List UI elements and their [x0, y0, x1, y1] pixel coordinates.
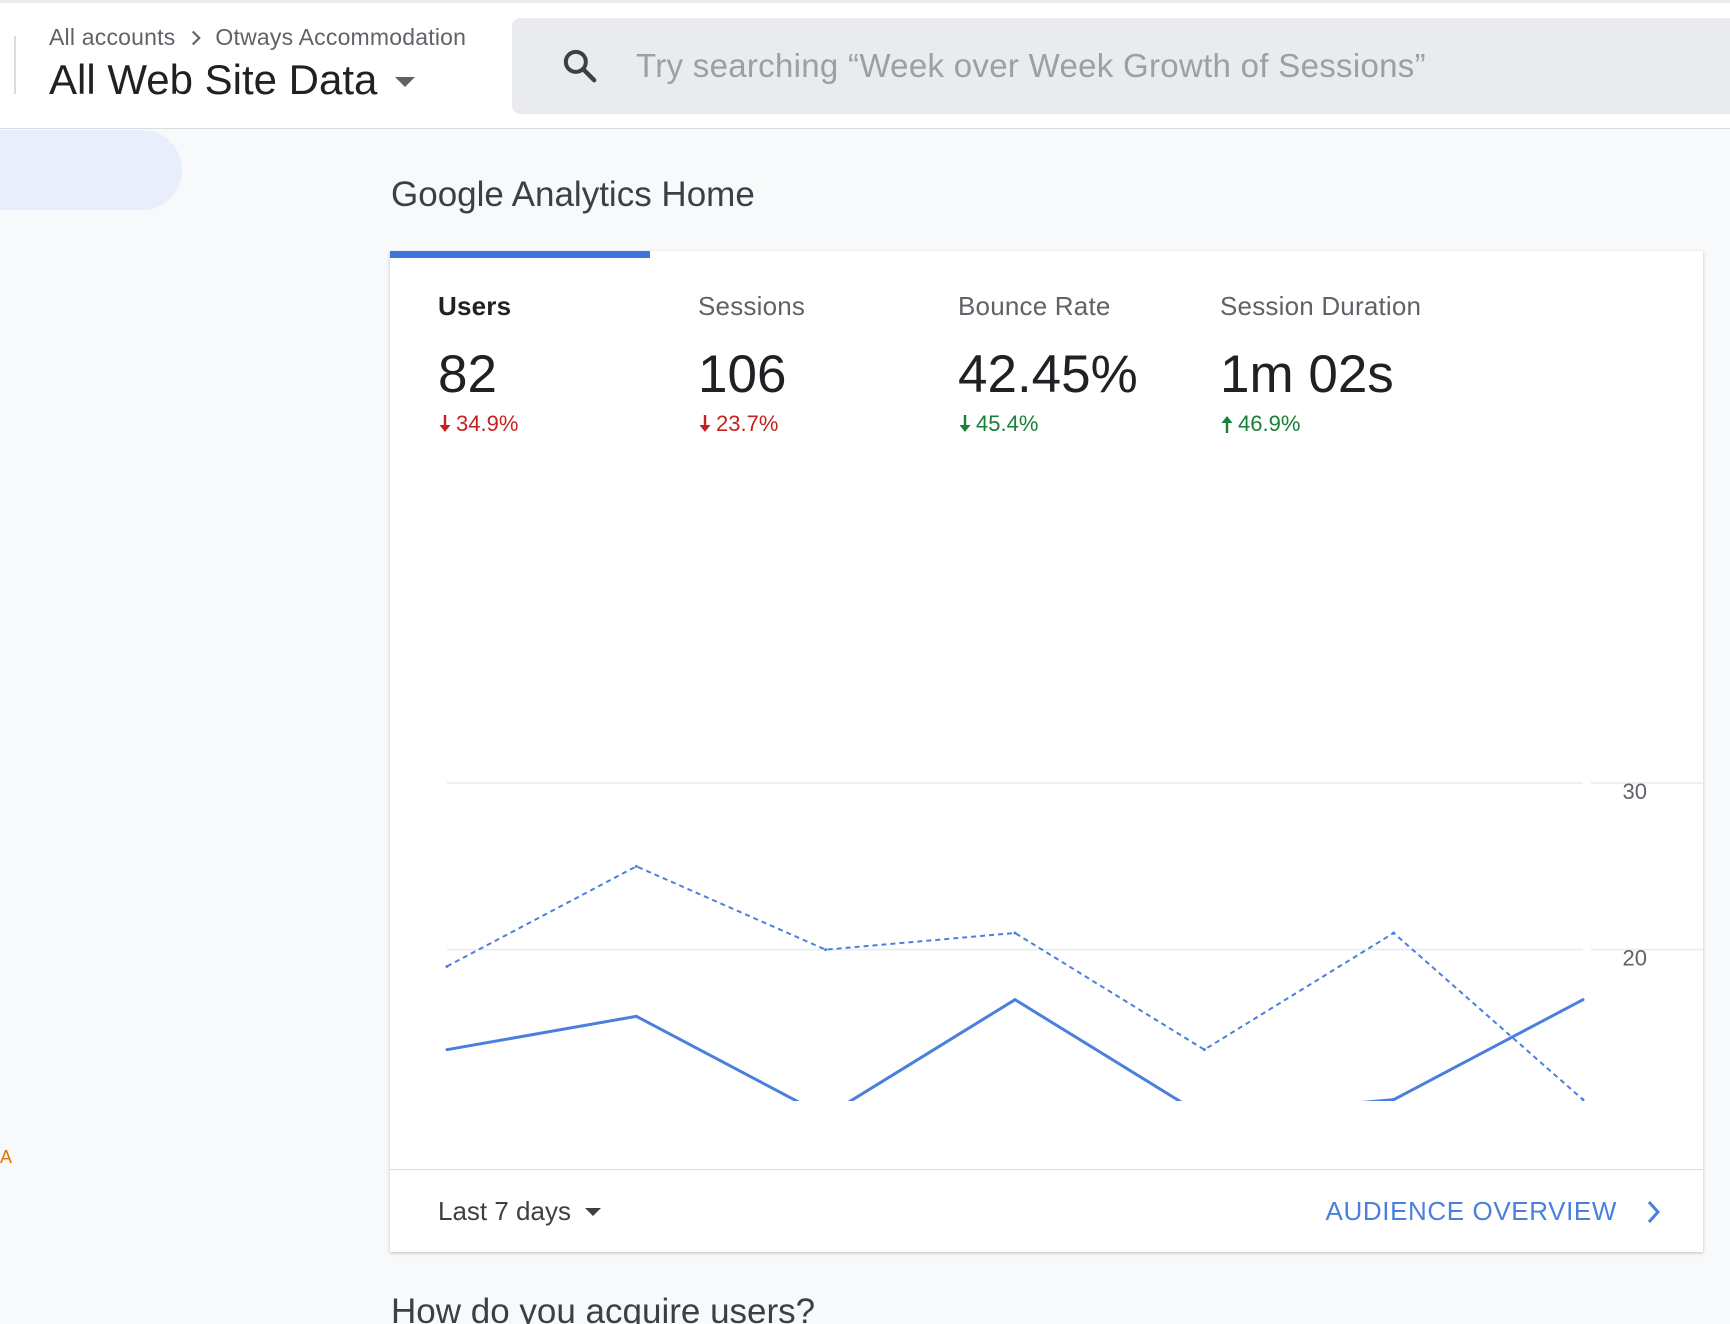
- arrow-up-icon: [1221, 416, 1233, 433]
- sidebar-partial-label: A: [0, 1147, 13, 1167]
- metric-tab-sessions[interactable]: Sessions 106 23.7%: [698, 291, 805, 437]
- data-point: [1013, 998, 1017, 1002]
- data-point: [634, 864, 638, 868]
- property-selector[interactable]: All Web Site Data: [49, 56, 416, 104]
- dropdown-caret-icon: [395, 77, 416, 87]
- metric-value: 42.45%: [958, 345, 1138, 404]
- data-point: [824, 948, 828, 952]
- chevron-right-icon: [192, 30, 202, 45]
- y-tick-label: 20: [1623, 946, 1647, 971]
- date-range-label: Last 7 days: [438, 1196, 571, 1226]
- breadcrumb-all-accounts[interactable]: All accounts: [49, 24, 176, 50]
- top-accent-line: [0, 0, 1730, 3]
- date-range-selector[interactable]: Last 7 days: [438, 1196, 601, 1227]
- sidebar-item-home[interactable]: [0, 130, 182, 210]
- metric-change: 46.9%: [1220, 411, 1421, 437]
- arrow-down-icon: [959, 415, 971, 432]
- metric-value: 82: [438, 345, 497, 404]
- metric-change: 45.4%: [958, 411, 1138, 437]
- data-point: [445, 964, 449, 968]
- arrow-down-icon: [699, 415, 711, 432]
- metric-value: 1m 02s: [1220, 345, 1394, 404]
- data-point: [1202, 1048, 1206, 1052]
- audience-overview-link[interactable]: AUDIENCE OVERVIEW: [1326, 1196, 1663, 1227]
- metric-label: Sessions: [698, 291, 806, 321]
- series-line-previous: [446, 865, 1584, 1101]
- active-metric-indicator: [390, 251, 650, 258]
- page-title: Google Analytics Home: [391, 175, 755, 214]
- arrow-down-icon: [439, 415, 451, 432]
- metric-label: Users: [438, 291, 512, 321]
- header-divider: [14, 36, 16, 94]
- data-point: [445, 1048, 449, 1052]
- section-title-acquire: How do you acquire users?: [391, 1292, 816, 1324]
- search-placeholder: Try searching “Week over Week Growth of …: [636, 47, 1426, 84]
- metric-tab-bounce-rate[interactable]: Bounce Rate 42.45% 45.4%: [958, 291, 1138, 437]
- data-point: [634, 1014, 638, 1018]
- overview-card: Users 82 34.9% Sessions 106 23.7% Bounce…: [390, 251, 1703, 1252]
- top-bar: All accounts Otways Accommodation All We…: [0, 0, 1730, 129]
- data-point: [1392, 1098, 1396, 1101]
- metric-tab-users[interactable]: Users 82 34.9%: [438, 291, 518, 437]
- metric-change: 34.9%: [438, 411, 518, 437]
- metric-label: Session Duration: [1220, 291, 1422, 321]
- property-name: All Web Site Data: [49, 56, 378, 103]
- dropdown-caret-icon: [584, 1207, 601, 1216]
- data-point: [1013, 931, 1017, 935]
- metric-change-value: 46.9%: [1238, 411, 1301, 436]
- y-tick-label: 30: [1623, 779, 1647, 804]
- chevron-right-icon: [1647, 1200, 1661, 1223]
- series-line-current: [446, 998, 1584, 1101]
- audience-overview-label: AUDIENCE OVERVIEW: [1325, 1196, 1617, 1226]
- breadcrumb-account[interactable]: Otways Accommodation: [215, 24, 467, 50]
- data-point: [1581, 1098, 1585, 1101]
- search-bar[interactable]: Try searching “Week over Week Growth of …: [512, 18, 1730, 114]
- search-icon: [563, 49, 597, 83]
- data-point: [1392, 931, 1396, 935]
- metric-tab-session-duration[interactable]: Session Duration 1m 02s 46.9%: [1220, 291, 1421, 437]
- line-chart: 010203016171819202122Jul: [445, 779, 1703, 1101]
- metric-change-value: 23.7%: [716, 411, 779, 436]
- metric-change-value: 45.4%: [976, 411, 1039, 436]
- breadcrumb: All accounts Otways Accommodation: [49, 24, 466, 51]
- card-footer: Last 7 days AUDIENCE OVERVIEW: [390, 1169, 1703, 1252]
- metric-change-value: 34.9%: [456, 411, 519, 436]
- metric-value: 106: [698, 345, 787, 404]
- metric-change: 23.7%: [698, 411, 805, 437]
- data-point: [1581, 998, 1585, 1002]
- metric-label: Bounce Rate: [958, 291, 1111, 321]
